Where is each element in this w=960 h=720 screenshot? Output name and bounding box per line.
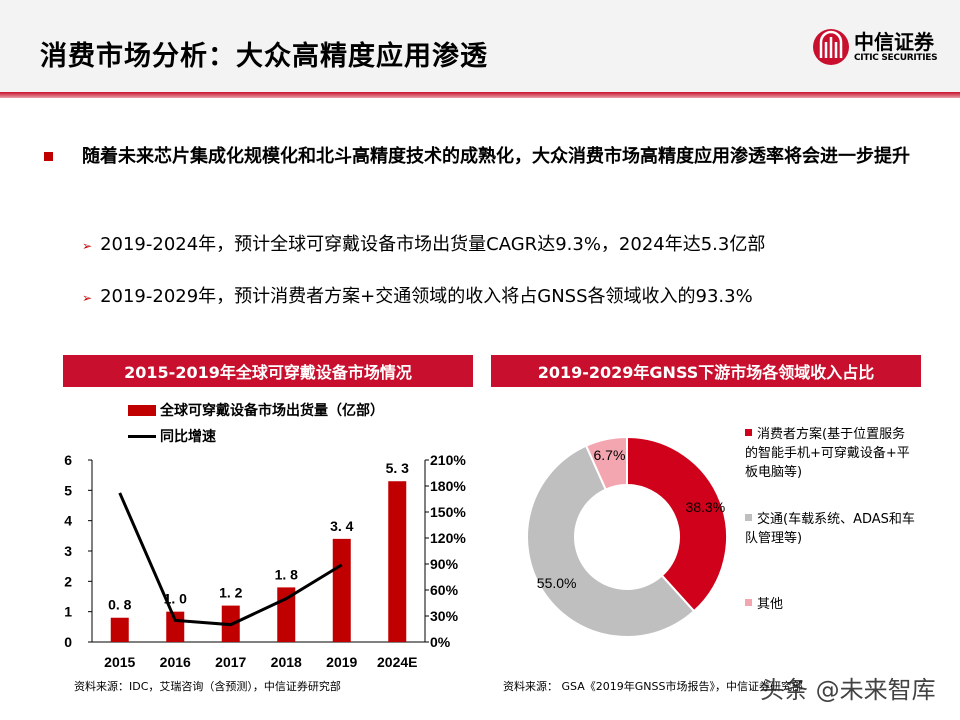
y-tick-label: 6 bbox=[64, 452, 72, 468]
y2-tick-label: 0% bbox=[430, 634, 451, 650]
donut-slice bbox=[584, 435, 628, 491]
bar-data-label: 0. 8 bbox=[108, 597, 132, 613]
donut-legend-item: 消费者方案(基于位置服务的智能手机+可穿戴设备+平板电脑等) bbox=[745, 425, 915, 482]
bar-chart-title: 2015-2019年全球可穿戴设备市场情况 bbox=[63, 355, 473, 387]
legend-line: 同比增速 bbox=[128, 426, 216, 446]
legend-swatch bbox=[745, 599, 752, 606]
bar-data-label: 3. 4 bbox=[330, 518, 354, 534]
bar-data-label: 5. 3 bbox=[386, 460, 410, 476]
bar bbox=[388, 481, 407, 642]
y-tick-label: 4 bbox=[64, 513, 72, 529]
bar-source: 资料来源：IDC，艾瑞咨询（含预测），中信证券研究部 bbox=[74, 680, 341, 693]
bar bbox=[110, 617, 129, 642]
donut-slice bbox=[526, 444, 696, 638]
donut-chart-title: 2019-2029年GNSS下游市场各领域收入占比 bbox=[491, 355, 921, 387]
donut-legend-item: 交通(车载系统、ADAS和车队管理等) bbox=[745, 510, 915, 548]
x-tick-label: 2017 bbox=[215, 654, 246, 670]
y2-tick-label: 180% bbox=[430, 478, 466, 494]
arrow-icon: ➢ bbox=[82, 239, 93, 253]
sub-bullet-2: ➢ 2019-2029年，预计消费者方案+交通领域的收入将占GNSS各领域收入的9… bbox=[82, 286, 753, 307]
donut-source: 资料来源： GSA《2019年GNSS市场报告》，中信证券研究部 bbox=[503, 680, 803, 693]
y2-tick-label: 60% bbox=[430, 582, 459, 598]
x-tick-label: 2016 bbox=[160, 654, 191, 670]
sub-bullet-1: ➢ 2019-2024年，预计全球可穿戴设备市场出货量CAGR达9.3%，2024… bbox=[82, 234, 766, 255]
bar-data-label: 1. 0 bbox=[164, 591, 188, 607]
bullet-square-icon bbox=[44, 152, 53, 161]
donut-slice bbox=[626, 435, 728, 613]
legend-line-swatch bbox=[128, 434, 156, 438]
y-tick-label: 0 bbox=[64, 634, 72, 650]
y-tick-label: 5 bbox=[64, 482, 72, 498]
slice-label: 6.7% bbox=[593, 447, 625, 463]
legend-label: 消费者方案(基于位置服务的智能手机+可穿戴设备+平板电脑等) bbox=[745, 427, 910, 480]
y2-tick-label: 90% bbox=[430, 556, 459, 572]
x-tick-label: 2024E bbox=[377, 654, 417, 670]
bar-data-label: 1. 2 bbox=[219, 585, 243, 601]
legend-label: 其他 bbox=[757, 597, 784, 612]
header-rule bbox=[0, 92, 960, 98]
y2-tick-label: 120% bbox=[430, 530, 466, 546]
bar bbox=[166, 611, 185, 642]
x-tick-label: 2019 bbox=[326, 654, 357, 670]
donut-chart: 38.3% 55.0% 6.7% bbox=[526, 435, 728, 638]
watermark: 头条 @未来智库 bbox=[760, 676, 936, 704]
legend-bar: 全球可穿戴设备市场出货量（亿部） bbox=[128, 400, 384, 420]
page-title: 消费市场分析：大众高精度应用渗透 bbox=[40, 41, 488, 72]
y2-tick-label: 150% bbox=[430, 504, 466, 520]
y-tick-label: 2 bbox=[64, 573, 72, 589]
x-tick-label: 2018 bbox=[271, 654, 302, 670]
donut-legend-item: 其他 bbox=[745, 595, 915, 614]
header-bar bbox=[0, 0, 960, 92]
main-bullet: 随着未来芯片集成化规模化和北斗高精度技术的成熟化，大众消费市场高精度应用渗透率将… bbox=[44, 140, 924, 174]
bar bbox=[332, 538, 351, 642]
y2-tick-label: 30% bbox=[430, 608, 459, 624]
citic-logo-icon bbox=[813, 29, 849, 65]
logo: 中信证券 CITIC SECURITIES bbox=[812, 28, 938, 66]
legend-bar-swatch bbox=[128, 404, 156, 416]
y-tick-label: 3 bbox=[64, 543, 72, 559]
bar-data-label: 1. 8 bbox=[275, 566, 299, 582]
legend-swatch bbox=[745, 429, 752, 436]
arrow-icon: ➢ bbox=[82, 291, 93, 305]
logo-cn: 中信证券 bbox=[854, 30, 934, 54]
slice-label: 55.0% bbox=[537, 575, 577, 591]
y2-tick-label: 210% bbox=[430, 452, 466, 468]
logo-en: CITIC SECURITIES bbox=[854, 53, 938, 63]
x-tick-label: 2015 bbox=[104, 654, 135, 670]
y-tick-label: 1 bbox=[64, 604, 72, 620]
growth-line bbox=[118, 492, 343, 627]
slice-label: 38.3% bbox=[686, 499, 726, 515]
legend-label: 交通(车载系统、ADAS和车队管理等) bbox=[745, 512, 915, 546]
legend-swatch bbox=[745, 514, 752, 521]
